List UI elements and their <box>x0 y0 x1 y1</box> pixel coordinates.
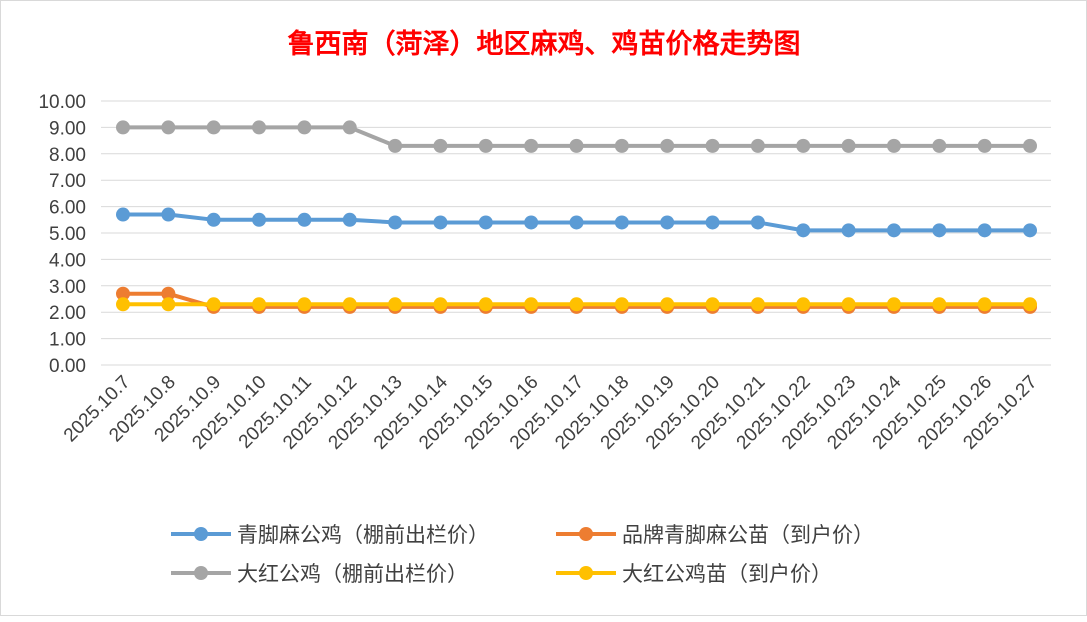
series-lines <box>116 120 1037 314</box>
data-point <box>660 215 675 230</box>
legend-item: 大红公鸡（棚前出栏价） <box>171 562 468 586</box>
data-point <box>342 297 357 312</box>
data-point <box>841 138 856 153</box>
data-point <box>841 297 856 312</box>
data-point <box>796 138 811 153</box>
y-tick-label: 9.00 <box>49 118 86 139</box>
data-point <box>524 297 539 312</box>
data-point <box>569 138 584 153</box>
legend-marker <box>579 566 593 580</box>
data-point <box>116 207 130 222</box>
data-point <box>297 297 312 312</box>
data-point <box>161 297 176 312</box>
legend-marker <box>194 527 208 541</box>
data-point <box>796 297 811 312</box>
y-tick-label: 7.00 <box>49 171 86 192</box>
data-point <box>252 212 267 227</box>
data-point <box>886 223 901 238</box>
y-tick-label: 3.00 <box>49 277 86 298</box>
legend-item: 大红公鸡苗（到户价） <box>556 562 832 586</box>
data-point <box>796 223 811 238</box>
data-point <box>569 215 584 230</box>
legend-label: 大红公鸡苗（到户价） <box>622 562 832 586</box>
series-0 <box>116 207 1037 238</box>
data-point <box>342 120 357 135</box>
y-axis-ticks: 0.00 1.00 2.00 3.00 4.00 5.00 6.00 7.00 8.00 9.00… <box>38 92 86 377</box>
data-point <box>660 138 675 153</box>
data-point <box>932 297 947 312</box>
legend-label: 青脚麻公鸡（棚前出栏价） <box>237 523 489 547</box>
data-point <box>569 297 584 312</box>
y-tick-label: 5.00 <box>49 224 86 245</box>
y-tick-label: 10.00 <box>38 92 86 113</box>
y-tick-label: 4.00 <box>49 250 86 271</box>
legend-label: 品牌青脚麻公苗（到户价） <box>622 523 874 547</box>
data-point <box>1023 297 1037 312</box>
data-point <box>750 215 765 230</box>
legend-marker <box>194 566 208 580</box>
data-point <box>297 212 312 227</box>
data-point <box>252 297 267 312</box>
data-point <box>660 297 675 312</box>
data-point <box>433 297 448 312</box>
data-point <box>252 120 267 135</box>
data-point <box>886 297 901 312</box>
data-point <box>705 297 720 312</box>
data-point <box>705 215 720 230</box>
data-point <box>1023 138 1037 153</box>
y-tick-label: 6.00 <box>49 198 86 219</box>
data-point <box>161 207 176 222</box>
data-point <box>886 138 901 153</box>
data-point <box>524 138 539 153</box>
data-point <box>932 138 947 153</box>
data-point <box>932 223 947 238</box>
data-point <box>388 138 403 153</box>
y-tick-label: 2.00 <box>49 303 86 324</box>
y-tick-label: 0.00 <box>49 356 86 377</box>
series-3 <box>116 297 1037 312</box>
data-point <box>388 215 403 230</box>
data-point <box>433 138 448 153</box>
series-2 <box>116 120 1037 153</box>
data-point <box>206 212 221 227</box>
data-point <box>977 138 992 153</box>
data-point <box>841 223 856 238</box>
legend-label: 大红公鸡（棚前出栏价） <box>237 562 468 586</box>
data-point <box>977 223 992 238</box>
data-point <box>524 215 539 230</box>
data-point <box>705 138 720 153</box>
data-point <box>614 138 629 153</box>
data-point <box>478 138 493 153</box>
legend-marker <box>579 527 593 541</box>
data-point <box>478 215 493 230</box>
data-point <box>116 297 130 312</box>
data-point <box>750 297 765 312</box>
data-point <box>116 286 130 301</box>
y-tick-label: 1.00 <box>49 330 86 351</box>
y-tick-label: 8.00 <box>49 145 86 166</box>
data-point <box>161 120 176 135</box>
data-point <box>1023 223 1037 238</box>
data-point <box>297 120 312 135</box>
data-point <box>388 297 403 312</box>
legend-item: 青脚麻公鸡（棚前出栏价） <box>171 523 489 547</box>
data-point <box>478 297 493 312</box>
chart-title: 鲁西南（菏泽）地区麻鸡、鸡苗价格走势图 <box>288 29 801 60</box>
data-point <box>206 120 221 135</box>
legend: 青脚麻公鸡（棚前出栏价） 品牌青脚麻公苗（到户价） 大红公鸡（棚前出栏价） 大红公鸡苗… <box>171 523 874 586</box>
data-point <box>206 297 221 312</box>
legend-item: 品牌青脚麻公苗（到户价） <box>556 523 874 547</box>
data-point <box>977 297 992 312</box>
data-point <box>614 215 629 230</box>
data-point <box>614 297 629 312</box>
data-point <box>750 138 765 153</box>
data-point <box>342 212 357 227</box>
data-point <box>116 120 130 135</box>
x-axis-ticks: 2025.10.72025.10.82025.10.92025.10.10202… <box>60 371 1042 453</box>
data-point <box>433 215 448 230</box>
data-point <box>161 286 176 301</box>
